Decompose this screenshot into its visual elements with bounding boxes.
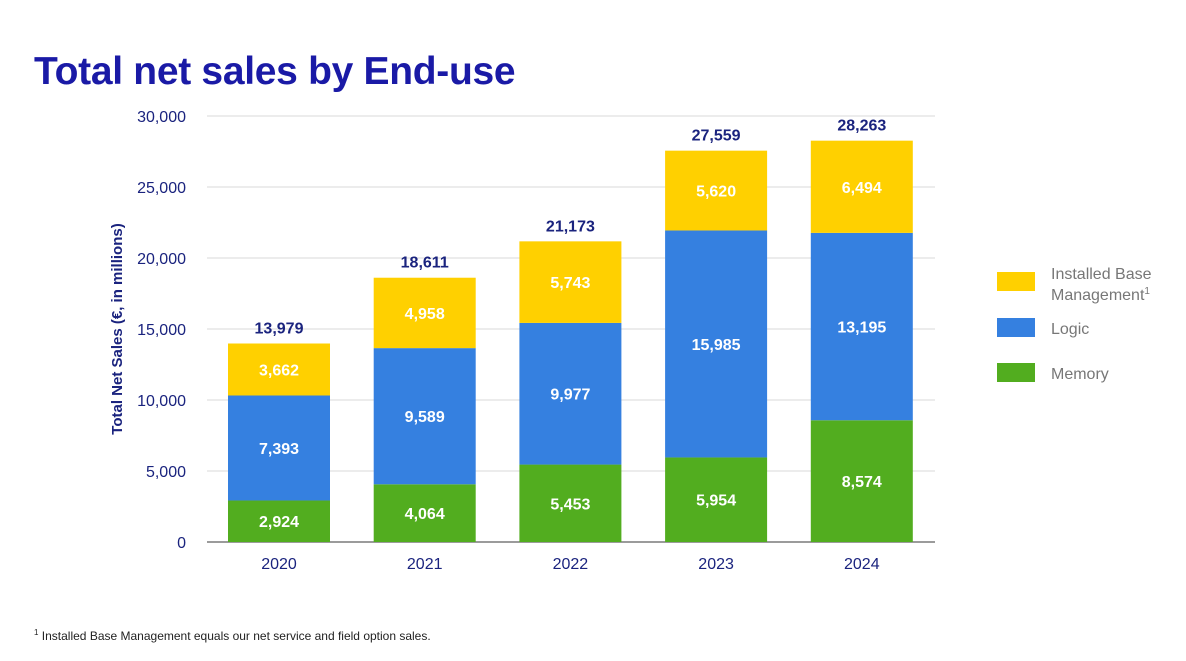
y-axis-title: Total Net Sales (€, in millions) [109,223,126,434]
bar-value-label: 7,393 [259,441,299,458]
bar-value-label: 5,453 [550,496,590,513]
footnote-text: Installed Base Management equals our net… [38,629,431,643]
y-tick-label: 20,000 [137,251,186,268]
x-tick-label: 2023 [698,556,734,573]
bar-installed-base-management [228,343,330,396]
footnote-marker: 1 [34,628,39,637]
bar-value-label: 4,958 [405,306,445,323]
y-tick-label: 30,000 [137,109,186,126]
bar-value-label: 5,620 [696,184,736,201]
total-label: 18,611 [401,255,449,272]
bar-value-label: 3,662 [259,362,299,379]
y-tick-label: 5,000 [146,464,186,481]
bar-logic [665,230,768,458]
legend-label-memory: Memory [1051,366,1109,383]
y-tick-label: 10,000 [137,393,186,410]
legend-swatch-installed-base-management [997,272,1035,291]
bar-logic [810,232,913,421]
legend-swatch-memory [997,363,1035,382]
bar-logic [373,348,476,485]
legend-label-installed-base-management: Installed Base Management1 [1051,266,1152,304]
bar-value-label: 8,574 [842,474,882,491]
bar-value-label: 4,064 [405,506,445,523]
bar-installed-base-management [519,241,622,323]
legend-label-line: Management [1051,287,1145,304]
bar-value-label: 6,494 [842,180,882,197]
total-label: 13,979 [255,320,304,337]
legend: Installed Base Management1 Logic Memory [997,266,1152,383]
bar-installed-base-management [665,150,768,231]
y-tick-label: 0 [177,535,186,552]
bar-value-label: 13,195 [837,320,886,337]
bar-memory [228,500,330,542]
bar-memory [373,484,476,542]
y-tick-label: 25,000 [137,180,186,197]
x-axis-ticks: 2020 2021 2022 2023 2024 [261,556,879,573]
bar-value-label: 9,977 [550,387,590,404]
legend-swatch-logic [997,318,1035,337]
bar-installed-base-management [373,277,476,349]
bar-logic [228,395,330,501]
bar-value-label: 15,985 [692,337,741,354]
bar-value-label: 2,924 [259,514,299,531]
bar-logic [519,322,622,465]
x-tick-label: 2024 [844,556,880,573]
bar-value-label: 5,743 [550,275,590,292]
x-tick-label: 2022 [553,556,589,573]
footnote: 1 Installed Base Management equals our n… [34,628,431,643]
bar-installed-base-management [810,140,913,233]
legend-label-logic: Logic [1051,321,1089,338]
y-axis-ticks: 0 5,000 10,000 15,000 20,000 25,000 30,000 [137,109,186,552]
bar-memory [519,464,622,542]
total-label: 21,173 [546,218,595,235]
bar-value-label: 9,589 [405,409,445,426]
bar-memory [810,420,913,542]
y-tick-label: 15,000 [137,322,186,339]
total-label: 28,263 [837,118,886,135]
total-label: 27,559 [692,128,741,145]
bar-value-label: 5,954 [696,493,736,510]
bar-memory [665,457,768,542]
legend-superscript: 1 [1144,286,1150,297]
x-tick-label: 2020 [261,556,297,573]
bars: 2,924 7,393 3,662 13,979 4,064 9,589 4,958 18,6… [228,118,913,542]
page-title: Total net sales by End-use [34,50,516,93]
legend-label-line: Installed Base [1051,266,1152,283]
x-tick-label: 2021 [407,556,443,573]
